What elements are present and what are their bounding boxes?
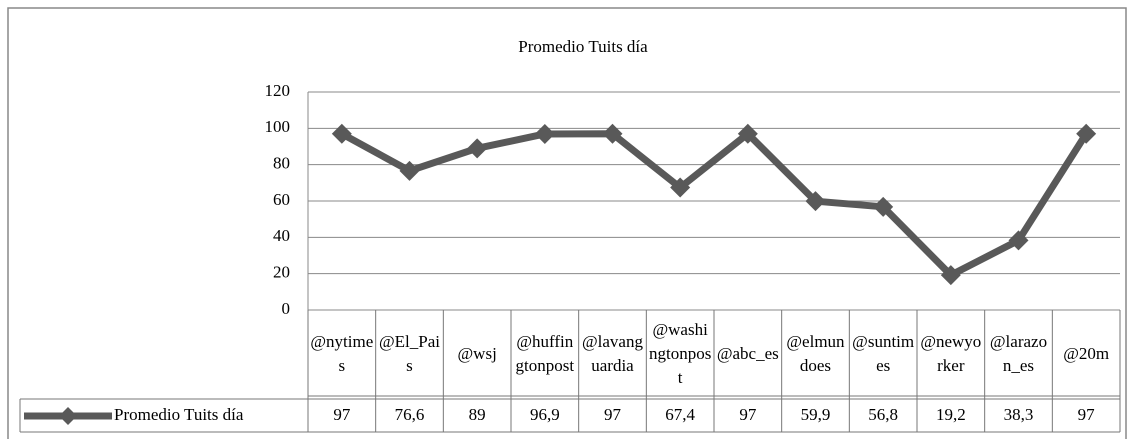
- category-label: @larazon_es: [989, 332, 1048, 375]
- category-label: @suntimes: [852, 332, 915, 375]
- data-marker: [399, 160, 420, 181]
- data-table-value: 97: [604, 405, 622, 424]
- data-marker: [940, 265, 961, 286]
- data-table-value: 76,6: [395, 405, 425, 424]
- data-table-value: 67,4: [665, 405, 695, 424]
- y-tick-label: 100: [265, 117, 291, 136]
- data-table-value: 97: [739, 405, 757, 424]
- category-label: @lavanguardia: [581, 332, 643, 375]
- data-marker: [331, 123, 352, 144]
- category-label: @elmundoes: [786, 332, 845, 375]
- category-label: @newyorker: [920, 332, 982, 375]
- data-table-value: 96,9: [530, 405, 560, 424]
- y-tick-label: 120: [265, 81, 291, 100]
- data-table-value: 89: [469, 405, 486, 424]
- category-label: @wsj: [457, 344, 497, 363]
- chart-title: Promedio Tuits día: [518, 37, 648, 56]
- data-table-value: 56,8: [868, 405, 898, 424]
- data-table-value: 38,3: [1004, 405, 1034, 424]
- data-marker: [467, 138, 488, 159]
- series-line: [340, 130, 1090, 279]
- chart-border: [7, 7, 1127, 439]
- legend-label: Promedio Tuits día: [114, 405, 244, 424]
- data-marker: [602, 123, 623, 144]
- category-label: @El_Pais: [378, 332, 440, 375]
- data-marker: [1076, 123, 1097, 144]
- data-marker: [670, 177, 691, 198]
- data-table-value: 19,2: [936, 405, 966, 424]
- data-marker: [873, 196, 894, 217]
- data-marker: [534, 123, 555, 144]
- y-tick-label: 60: [273, 190, 290, 209]
- data-table-value: 59,9: [801, 405, 831, 424]
- data-table-value: 97: [333, 405, 351, 424]
- data-marker: [805, 191, 826, 212]
- data-marker: [1008, 230, 1029, 251]
- category-label: @abc_es: [716, 344, 779, 363]
- category-label: @nytimes: [310, 332, 374, 375]
- y-tick-label: 80: [273, 154, 290, 173]
- y-tick-label: 40: [273, 226, 290, 245]
- y-tick-label: 20: [273, 263, 290, 282]
- data-table-value: 97: [1078, 405, 1096, 424]
- legend-marker: [59, 407, 77, 425]
- category-label: @20m: [1063, 344, 1110, 363]
- y-tick-label: 0: [282, 299, 291, 318]
- category-label: @huffingtonpost: [515, 332, 575, 375]
- category-label: @washingtonpost: [648, 320, 712, 387]
- data-marker: [737, 123, 758, 144]
